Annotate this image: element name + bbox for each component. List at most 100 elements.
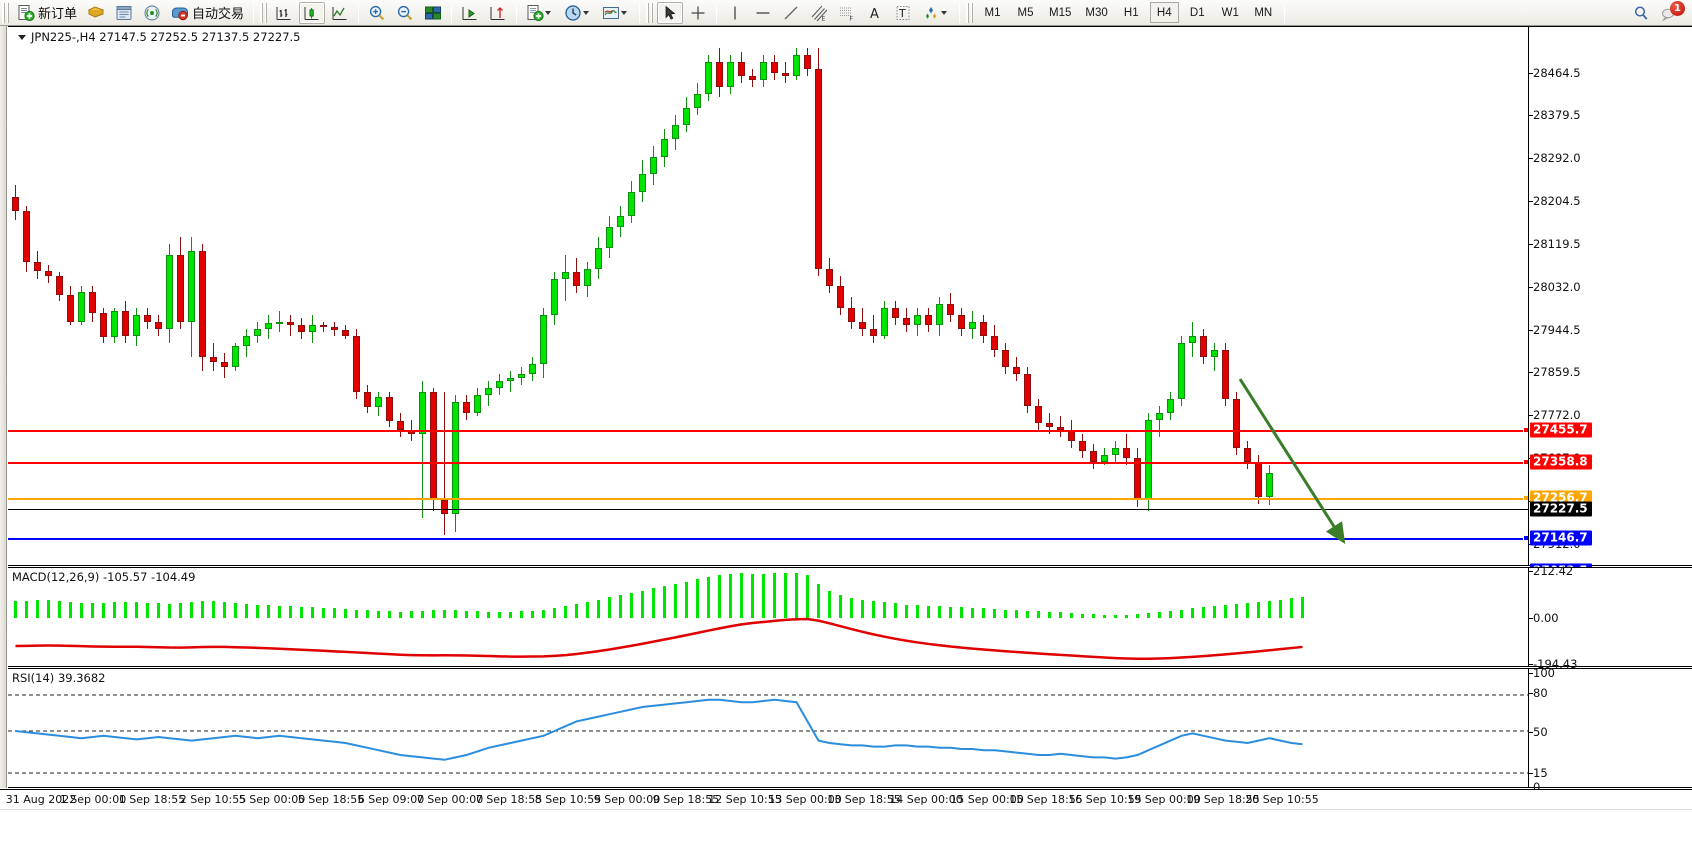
bar-chart-button[interactable]: [271, 2, 297, 24]
macd-axis[interactable]: 212.42 0.00 -194.43: [1528, 564, 1692, 671]
fibonacci-button[interactable]: F: [834, 2, 860, 24]
candle: [650, 27, 657, 565]
level-line-anchor[interactable]: [1523, 459, 1528, 465]
horizontal-line-button[interactable]: [750, 2, 776, 24]
time-tick-label: 1 Sep 18:55: [118, 793, 186, 806]
price-pane[interactable]: JPN225-,H4 27147.5 27252.5 27137.5 27227…: [8, 26, 1692, 807]
macd-histogram-bar: [685, 581, 688, 618]
timeframe-d1-button[interactable]: D1: [1189, 6, 1205, 19]
timeframe-m30-button[interactable]: M30: [1085, 6, 1108, 19]
macd-histogram-bar: [388, 611, 391, 618]
candle: [694, 27, 701, 565]
vertical-line-button[interactable]: [722, 2, 748, 24]
zoom-in-button[interactable]: [364, 2, 390, 24]
candle: [463, 27, 470, 565]
price-axis[interactable]: 28464.5 28379.5 28292.0 28204.5 28119.5 28032…: [1528, 27, 1692, 807]
timeframe-m1-button[interactable]: M1: [984, 6, 1001, 19]
candle-wick: [290, 314, 291, 336]
chevron-down-icon[interactable]: [18, 34, 26, 40]
price-tag-last-price[interactable]: 27227.5: [1530, 501, 1592, 517]
period-button[interactable]: [560, 2, 596, 24]
timeframe-h1-button[interactable]: H1: [1123, 6, 1139, 19]
period-dropdown-caret[interactable]: [583, 10, 590, 15]
navigator-button[interactable]: [111, 2, 137, 24]
macd-histogram-bar: [80, 602, 83, 618]
candle: [562, 27, 569, 565]
toolbar-grip-3[interactable]: [646, 2, 654, 23]
candle: [1266, 27, 1273, 565]
candlestick-chart-button[interactable]: [299, 1, 326, 24]
rsi-tick-label: 80: [1533, 686, 1548, 700]
chart-shift-button[interactable]: [457, 2, 483, 24]
search-button[interactable]: [1628, 2, 1654, 24]
price-plot[interactable]: [8, 27, 1528, 565]
level-line-anchor[interactable]: [1523, 427, 1528, 433]
price-tag-support-1[interactable]: 27146.7: [1530, 530, 1592, 546]
price-tag-resistance-1[interactable]: 27455.7: [1530, 422, 1592, 438]
text-button[interactable]: A: [862, 2, 888, 24]
rsi-pane[interactable]: RSI(14) 39.3682 100 80 50 15 0: [8, 666, 1692, 794]
crosshair-button[interactable]: [685, 2, 711, 24]
zoom-out-button[interactable]: [392, 2, 418, 24]
signals-button[interactable]: [139, 2, 165, 24]
shapes-dropdown-caret[interactable]: [941, 10, 948, 15]
toolbar-grip-2[interactable]: [260, 2, 268, 23]
auto-trading-button[interactable]: 自动交易: [167, 2, 248, 24]
line-chart-button[interactable]: [327, 2, 353, 24]
alerts-button[interactable]: 1: [1656, 0, 1685, 24]
candle-body: [540, 314, 547, 364]
macd-histogram-bar: [762, 574, 765, 618]
price-tag-resistance-2[interactable]: 27358.8: [1530, 454, 1592, 470]
toolbar-grip[interactable]: [2, 2, 9, 23]
candle: [1101, 27, 1108, 565]
macd-histogram-bar: [817, 584, 820, 618]
text-label-button[interactable]: T: [890, 2, 916, 24]
indicators-button[interactable]: [522, 2, 558, 24]
macd-histogram-bar: [773, 573, 776, 618]
candle: [551, 27, 558, 565]
macd-histogram-bar: [311, 607, 314, 618]
timeframe-m15-button[interactable]: M15: [1049, 6, 1072, 19]
toolbar-grip-4[interactable]: [966, 2, 974, 23]
macd-histogram-bar: [476, 611, 479, 618]
price-tickmark: [1529, 201, 1533, 202]
data-window-button[interactable]: [83, 2, 109, 24]
timeframe-mn-button[interactable]: MN: [1254, 6, 1273, 19]
rsi-plot[interactable]: [8, 669, 1528, 787]
candle-body: [573, 272, 580, 287]
candle: [1046, 27, 1053, 565]
equidistant-channel-button[interactable]: E: [806, 2, 832, 24]
level-line-anchor[interactable]: [1523, 495, 1528, 501]
shapes-icon: [925, 6, 937, 19]
macd-histogram-bar: [1070, 612, 1073, 618]
indicators-dropdown-caret[interactable]: [545, 10, 552, 15]
timeframe-h4-button[interactable]: H4: [1149, 2, 1179, 23]
tile-windows-button[interactable]: [420, 2, 446, 24]
macd-histogram-bar: [399, 611, 402, 618]
macd-plot[interactable]: [8, 568, 1528, 666]
price-tick-label: 28119.5: [1533, 237, 1581, 251]
rsi-axis[interactable]: 100 80 50 15 0: [1528, 666, 1692, 794]
templates-button[interactable]: [598, 2, 634, 24]
level-line-anchor[interactable]: [1523, 535, 1528, 541]
timeframe-w1-button[interactable]: W1: [1221, 6, 1239, 19]
shapes-button[interactable]: [918, 2, 954, 24]
timeframe-m5-button[interactable]: M5: [1017, 6, 1034, 19]
candle-wick: [213, 342, 214, 371]
trendline-button[interactable]: [778, 2, 804, 24]
macd-pane[interactable]: MACD(12,26,9) -105.57 -104.49 212.42 0.00…: [8, 564, 1692, 671]
auto-scroll-button[interactable]: [485, 2, 511, 24]
time-axis[interactable]: 31 Aug 2022 1 Sep 00:00 1 Sep 18:55 2 Sep 1…: [0, 789, 1692, 809]
candle: [188, 27, 195, 565]
macd-histogram-bar: [850, 597, 853, 618]
macd-histogram-bar: [1147, 612, 1150, 618]
templates-dropdown-caret[interactable]: [621, 10, 628, 15]
candle-body: [551, 279, 558, 315]
time-tick-label: 5 Sep 18:55: [297, 793, 365, 806]
candle: [903, 27, 910, 565]
new-order-button[interactable]: 新订单: [13, 2, 81, 24]
symbol-bar[interactable]: JPN225-,H4 27147.5 27252.5 27137.5 27227…: [18, 30, 301, 44]
macd-histogram-bar: [36, 599, 39, 618]
cursor-button[interactable]: [657, 1, 684, 24]
level-line-segment: [8, 509, 1528, 510]
